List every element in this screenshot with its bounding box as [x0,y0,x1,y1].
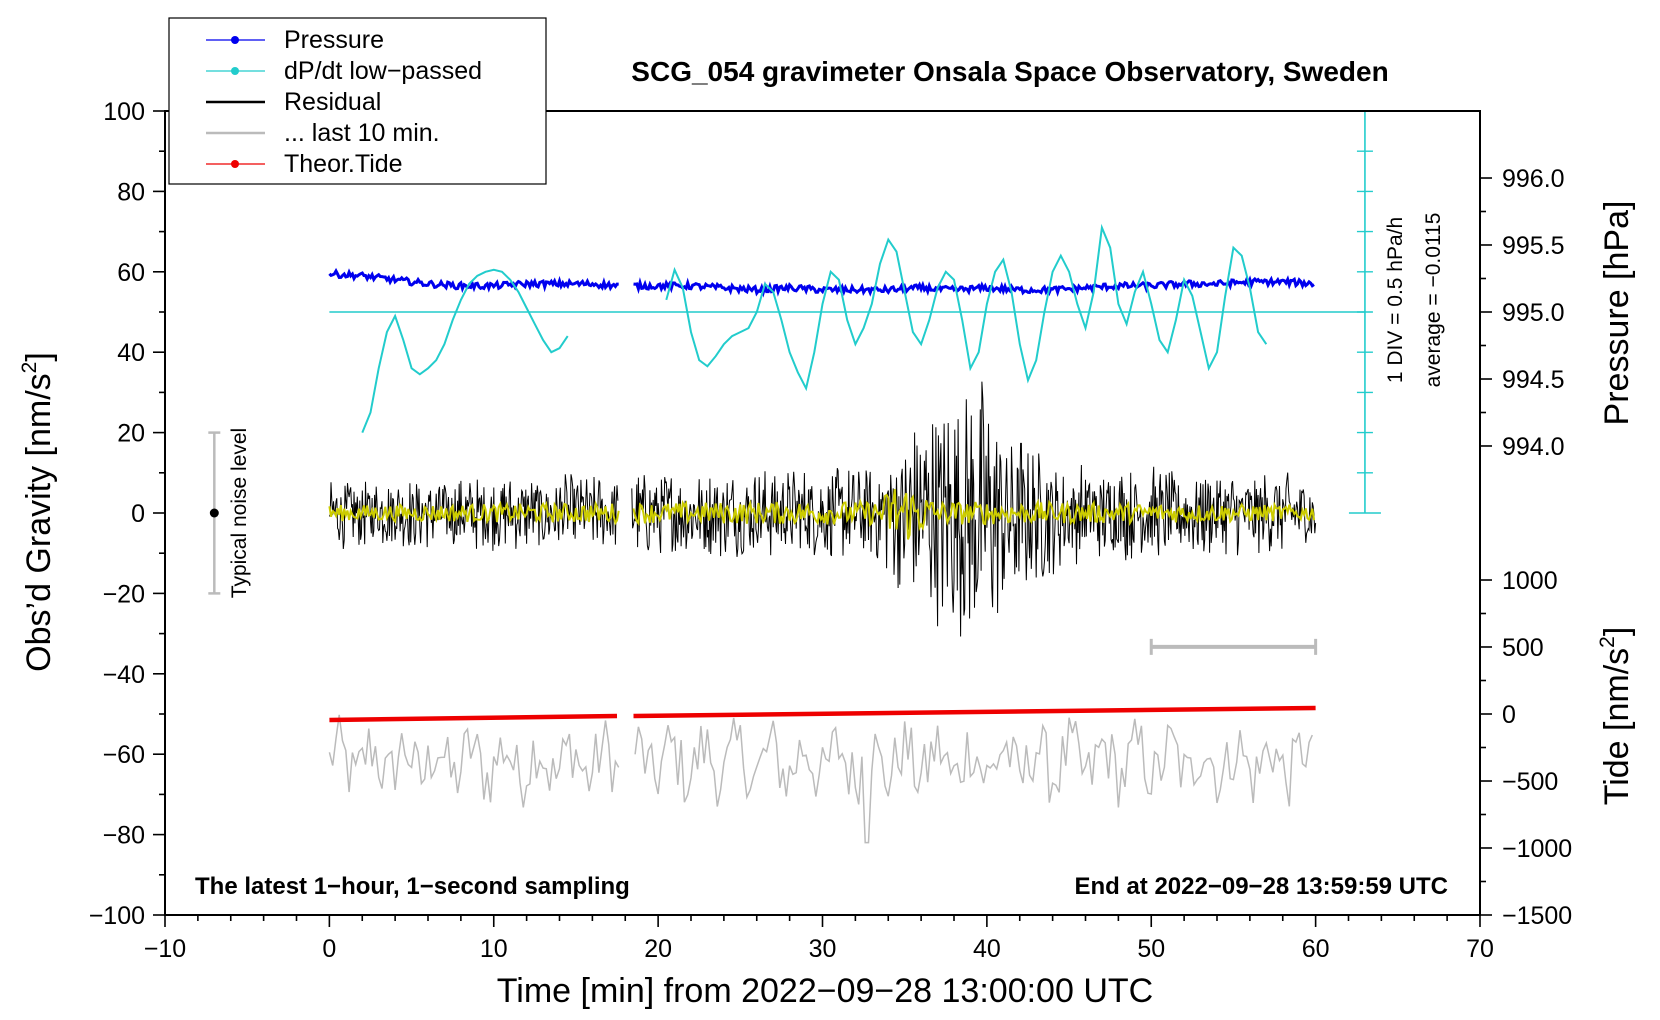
pressure-trace [328,267,619,294]
chart-title: SCG_054 gravimeter Onsala Space Observat… [631,56,1388,87]
tide-trace [329,713,618,723]
tide-axis-title-sup: 2 [1596,636,1619,648]
pressure-trace [633,275,1315,298]
residual-lowpass-trace [328,500,620,526]
y-tick-label: −100 [89,902,145,930]
legend-item-residual: Residual [206,88,381,116]
y-tick-label: 60 [117,259,145,287]
y-axis-title-sup: 2 [18,362,41,374]
x-tick-label: 10 [480,935,508,963]
legend-item-last10: ... last 10 min. [206,119,440,147]
pressure-tick-label: 994.5 [1502,366,1565,394]
pressure-tick-label: 995.0 [1502,299,1565,327]
sampling-note: The latest 1−hour, 1−second sampling [195,873,630,900]
x-tick-label: 30 [809,935,837,963]
dpdt-trace [361,268,569,433]
pressure-tick-label: 995.5 [1502,232,1565,260]
residual-trace [631,381,1317,637]
legend-dot-tide [231,160,239,168]
y-tick-label: 20 [117,420,145,448]
x-axis-title: Time [min] from 2022−09−28 13:00:00 UTC [497,972,1153,1010]
tide-tick-label: −500 [1502,768,1558,796]
legend-item-tide: Theor.Tide [206,150,403,178]
tide-tick-label: 0 [1502,701,1516,729]
y-tick-label: 40 [117,339,145,367]
noise-dot [209,508,219,518]
x-tick-label: 50 [1137,935,1165,963]
y-tick-label: 100 [103,98,145,126]
legend-label-dpdt: dP/dt low−passed [284,57,482,85]
legend-label-pressure: Pressure [284,26,384,54]
dpdt-average-label: average = −0.0115 [1422,213,1445,388]
legend-label-last10: ... last 10 min. [284,119,440,147]
tide-axis-title-text: Tide [nm/s [1598,648,1636,805]
x-tick-label: 0 [322,935,336,963]
legend: Pressure dP/dt low−passed Residual ... l… [168,17,547,185]
x-tick-label: 60 [1302,935,1330,963]
tide-trace [633,705,1316,719]
pressure-tick-label: 994.0 [1502,433,1565,461]
tide-tick-label: 500 [1502,634,1544,662]
y-tick-label: 80 [117,178,145,206]
last-10-min-trace [328,714,620,808]
dpdt-trace [665,223,1268,392]
y-axis-title: Obs’d Gravity [nm/s2] [18,352,58,672]
legend-dot-pressure [231,36,239,44]
y-axis-title-text: Obs’d Gravity [nm/s [20,373,58,672]
x-tick-label: −10 [144,935,186,963]
end-time-note: End at 2022−09−28 13:59:59 UTC [1074,873,1448,900]
y-tick-label: −40 [103,661,145,689]
tide-tick-label: −1500 [1502,902,1572,930]
tide-tick-label: −1000 [1502,835,1572,863]
last-10-min-trace [634,717,1313,844]
legend-dot-dpdt [231,67,239,75]
y-tick-label: −80 [103,822,145,850]
legend-label-tide: Theor.Tide [284,150,403,178]
residual-lowpass-trace [632,488,1315,540]
tide-axis-title-close: ] [1598,627,1636,636]
axes-layer: −10 0 10 20 30 40 50 60 70100806040200−20−40−60−… [89,98,1573,963]
x-tick-label: 40 [973,935,1001,963]
series-layer [208,110,1381,844]
tide-axis-title: Tide [nm/s2] [1596,627,1636,806]
legend-label-residual: Residual [284,88,381,116]
pressure-tick-label: 996.0 [1502,165,1565,193]
legend-item-pressure: Pressure [206,26,384,54]
y-tick-label: −60 [103,741,145,769]
y-tick-label: 0 [131,500,145,528]
tide-tick-label: 1000 [1502,567,1558,595]
y-tick-label: −20 [103,580,145,608]
x-tick-label: 20 [644,935,672,963]
noise-level-label: Typical noise level [228,428,251,598]
dpdt-scale-label: 1 DIV = 0.5 hPa/h [1384,217,1407,383]
pressure-axis-title: Pressure [hPa] [1598,201,1636,426]
y-axis-title-close: ] [20,352,58,361]
x-tick-label: 70 [1466,935,1494,963]
legend-item-dpdt: dP/dt low−passed [206,57,482,85]
